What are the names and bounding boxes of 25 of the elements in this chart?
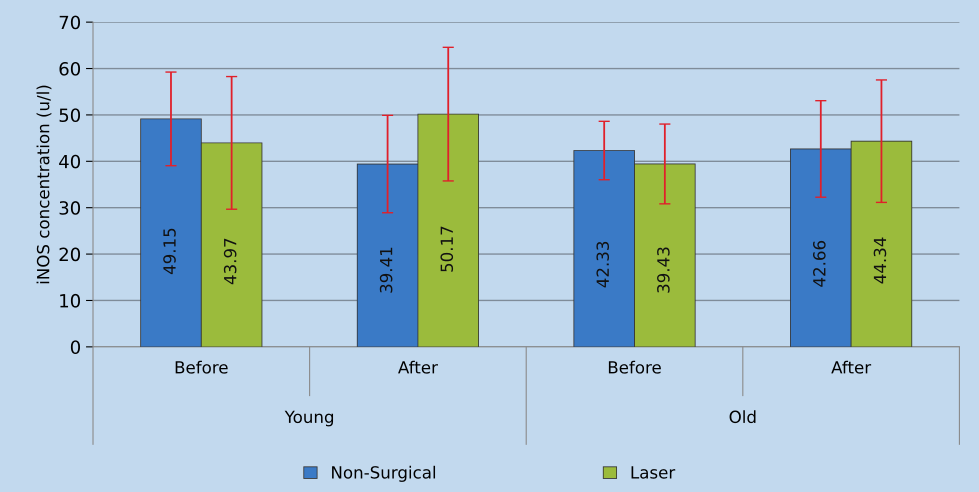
y-axis-title: iNOS concentration (u/l) bbox=[36, 86, 52, 284]
text: Old bbox=[730, 410, 756, 424]
y-tick-label: 30 bbox=[60, 201, 80, 215]
text: Young bbox=[284, 410, 334, 426]
data-label: 43.97 bbox=[224, 238, 236, 284]
x-tick-label: Before bbox=[608, 360, 661, 374]
y-tick-label: 20 bbox=[60, 248, 80, 262]
data-label: 49.15 bbox=[163, 228, 176, 274]
data-label: 42.66 bbox=[813, 240, 826, 287]
y-tick-label: 10 bbox=[60, 294, 80, 308]
legend-label: Laser bbox=[632, 466, 676, 479]
y-tick-label: 50 bbox=[60, 108, 80, 122]
data-label: 50.17 bbox=[440, 226, 454, 272]
data-label: 44.34 bbox=[874, 238, 886, 284]
y-tick-label: 60 bbox=[59, 62, 80, 76]
data-label: 39.43 bbox=[657, 248, 670, 293]
data-label: 39.41 bbox=[380, 248, 392, 293]
x-tick-label: After bbox=[831, 360, 872, 374]
y-tick-label: 70 bbox=[60, 16, 80, 30]
y-tick-label: 0 bbox=[70, 340, 80, 354]
legend-label: Non-Surgical bbox=[332, 466, 436, 482]
y-tick-label: 40 bbox=[59, 154, 80, 168]
x-tick-label: Before bbox=[176, 360, 228, 374]
data-label: 42.33 bbox=[596, 242, 610, 288]
x-tick-label: After bbox=[398, 360, 438, 374]
